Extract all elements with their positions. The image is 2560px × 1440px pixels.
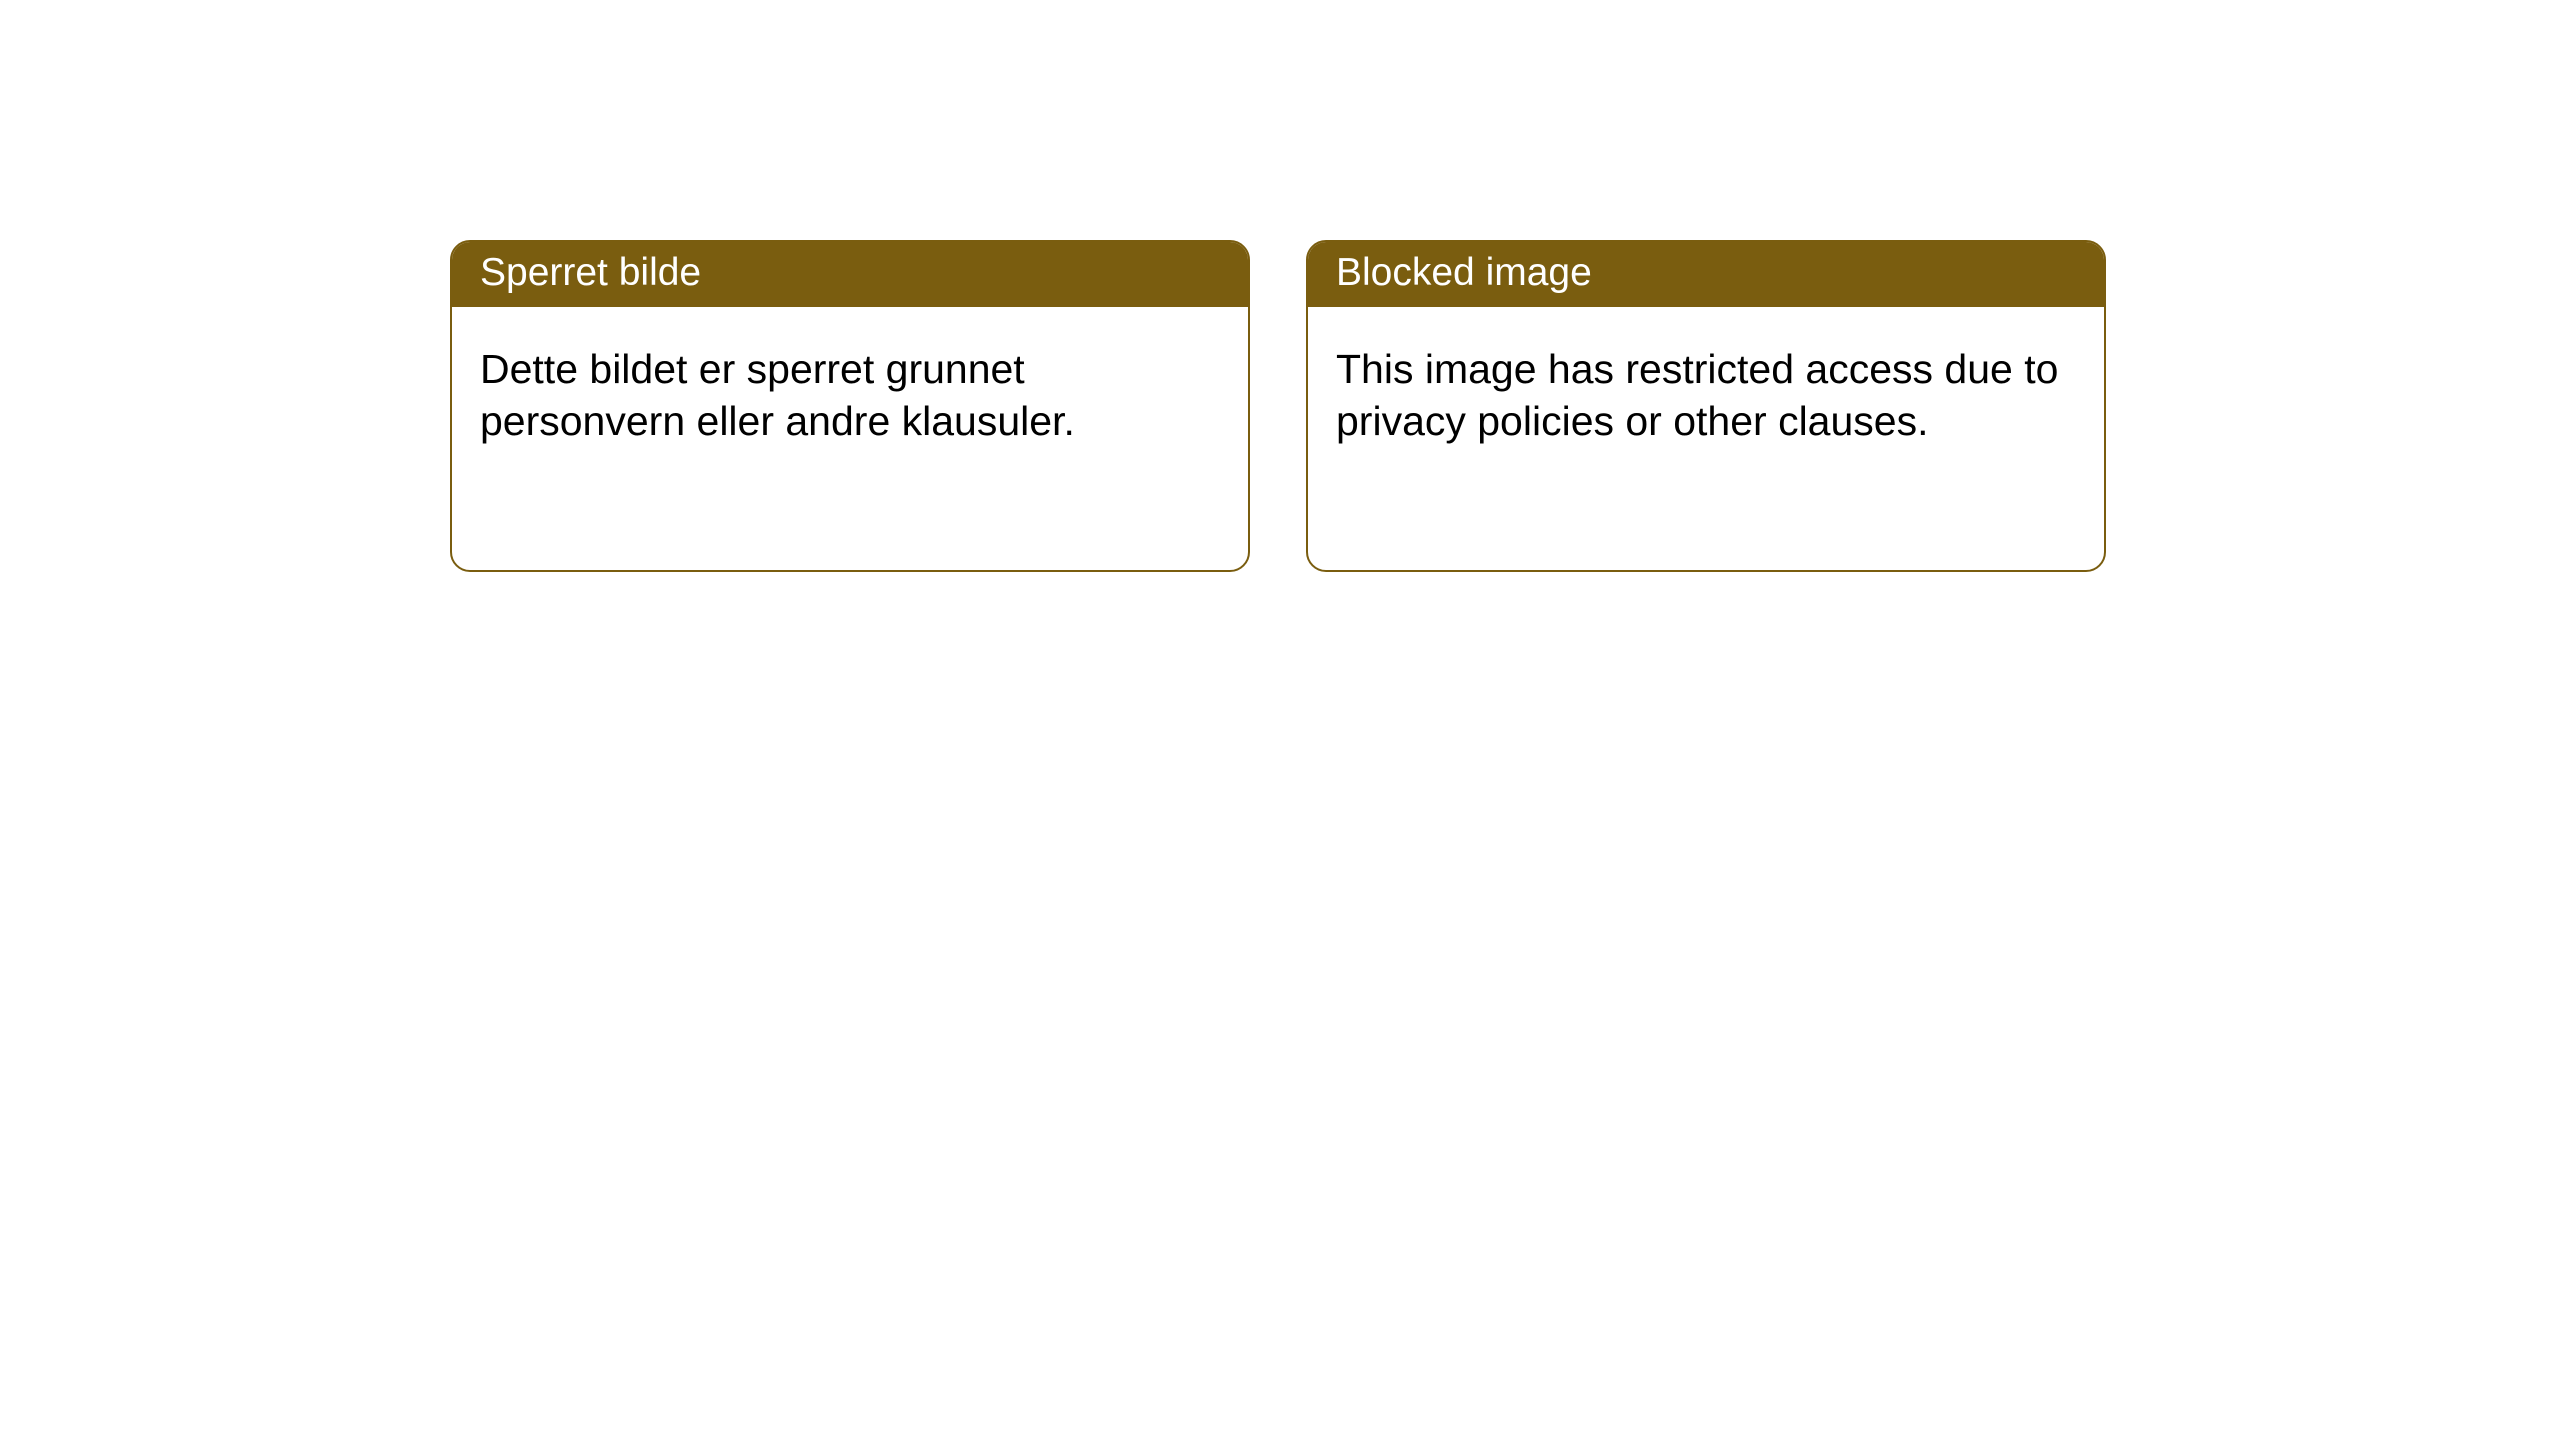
card-header: Sperret bilde xyxy=(452,242,1248,307)
card-title: Sperret bilde xyxy=(480,251,701,294)
card-header: Blocked image xyxy=(1308,242,2104,307)
notice-container: Sperret bilde Dette bildet er sperret gr… xyxy=(0,0,2560,572)
card-title: Blocked image xyxy=(1336,251,1592,294)
notice-card-norwegian: Sperret bilde Dette bildet er sperret gr… xyxy=(450,240,1250,572)
notice-card-english: Blocked image This image has restricted … xyxy=(1306,240,2106,572)
card-body: Dette bildet er sperret grunnet personve… xyxy=(452,307,1248,476)
card-body: This image has restricted access due to … xyxy=(1308,307,2104,476)
card-body-text: Dette bildet er sperret grunnet personve… xyxy=(480,346,1075,444)
card-body-text: This image has restricted access due to … xyxy=(1336,346,2058,444)
